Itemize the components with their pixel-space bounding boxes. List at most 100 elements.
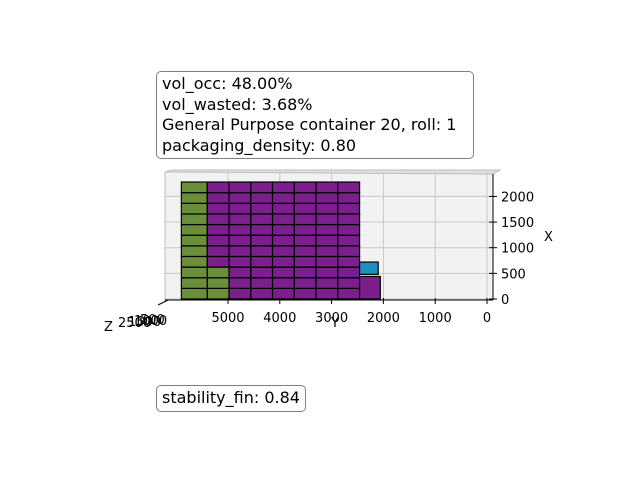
packed-box — [228, 223, 252, 236]
packed-box — [180, 223, 208, 236]
packed-box — [250, 277, 274, 289]
packed-box — [315, 255, 339, 268]
packed-box — [337, 192, 361, 204]
packed-box — [180, 202, 208, 215]
packed-box — [293, 192, 317, 204]
packed-box — [293, 277, 317, 289]
packed-box — [293, 202, 317, 215]
packed-box — [180, 266, 208, 279]
packed-box — [315, 245, 339, 258]
packed-box — [228, 213, 252, 226]
packed-box — [250, 266, 274, 279]
packed-box — [315, 192, 339, 204]
y-tick-label: 2000 — [367, 311, 400, 326]
packed-box — [337, 277, 361, 289]
packed-box — [271, 202, 295, 215]
vol-occ-text: vol_occ: 48.00% — [162, 74, 293, 93]
packed-box — [250, 255, 274, 268]
packed-box — [271, 266, 295, 279]
packed-box — [271, 277, 295, 289]
packed-box — [206, 277, 230, 289]
packed-box — [206, 234, 230, 247]
packed-box — [206, 245, 230, 258]
z-tick-label: 1500 — [128, 315, 161, 330]
packed-box — [250, 213, 274, 226]
packed-box — [337, 266, 361, 279]
packed-box — [271, 287, 295, 300]
packed-box — [206, 181, 230, 194]
packed-box — [315, 266, 339, 279]
packed-box — [271, 234, 295, 247]
y-tick-label: 0 — [483, 311, 491, 326]
packed-box — [293, 255, 317, 268]
packed-box — [337, 234, 361, 247]
packed-box — [206, 223, 230, 236]
z-axis-label: Z — [104, 320, 113, 335]
y-tick-label: 5000 — [211, 311, 244, 326]
y-axis-label: Y — [330, 316, 339, 331]
x-tick-label: 500 — [501, 267, 526, 282]
z-tick-label: 500 — [140, 313, 165, 328]
z-tick-label: 2500 — [118, 316, 151, 331]
packed-box — [206, 255, 230, 268]
packed-box — [337, 223, 361, 236]
packed-box — [271, 192, 295, 204]
packed-box — [315, 287, 339, 300]
z-tick-label: 1000 — [134, 314, 167, 329]
metrics-legend-box: vol_occ: 48.00% vol_wasted: 3.68% Genera… — [156, 71, 474, 159]
z-axis-line — [157, 299, 169, 306]
packed-box — [293, 245, 317, 258]
packed-box — [180, 192, 208, 204]
packed-box — [315, 234, 339, 247]
packed-box — [293, 181, 317, 194]
packed-box — [228, 192, 252, 204]
packed-box — [180, 245, 208, 258]
packed-box — [228, 266, 252, 279]
packed-box — [315, 213, 339, 226]
packed-box — [180, 213, 208, 226]
packed-box — [337, 255, 361, 268]
packed-box — [250, 245, 274, 258]
packed-box — [293, 266, 317, 279]
packed-box — [315, 202, 339, 215]
packed-box — [337, 202, 361, 215]
packed-box — [250, 234, 274, 247]
packed-box — [228, 234, 252, 247]
packed-box — [206, 192, 230, 204]
packed-box — [206, 287, 230, 300]
packed-box — [250, 202, 274, 215]
x-tick-label: 1000 — [501, 242, 534, 257]
packed-box — [293, 223, 317, 236]
x-tick-label: 2000 — [501, 190, 534, 205]
container-text: General Purpose container 20, roll: 1 — [162, 115, 457, 134]
packed-box — [180, 255, 208, 268]
stability-text: stability_fin: 0.84 — [162, 388, 300, 407]
packed-box — [228, 181, 252, 194]
packed-box — [228, 287, 252, 300]
y-tick-label: 1000 — [419, 311, 452, 326]
packed-box — [180, 234, 208, 247]
packed-box — [206, 213, 230, 226]
packed-box — [250, 287, 274, 300]
packed-box — [271, 245, 295, 258]
packed-box — [250, 192, 274, 204]
packed-box — [358, 275, 381, 300]
packed-box — [271, 213, 295, 226]
packed-box — [315, 277, 339, 289]
packed-box — [315, 181, 339, 194]
packed-box — [206, 266, 230, 279]
packed-box — [358, 261, 379, 275]
packed-box — [271, 223, 295, 236]
packed-box — [228, 277, 252, 289]
packed-box — [337, 213, 361, 226]
packed-box — [271, 255, 295, 268]
y-tick-label: 4000 — [263, 311, 296, 326]
x-tick-label: 0 — [501, 293, 509, 308]
packed-box — [180, 287, 208, 300]
packaging-density-text: packaging_density: 0.80 — [162, 135, 357, 155]
packed-box — [250, 181, 274, 194]
vol-wasted-text: vol_wasted: 3.68% — [162, 94, 313, 114]
packed-box — [250, 223, 274, 236]
